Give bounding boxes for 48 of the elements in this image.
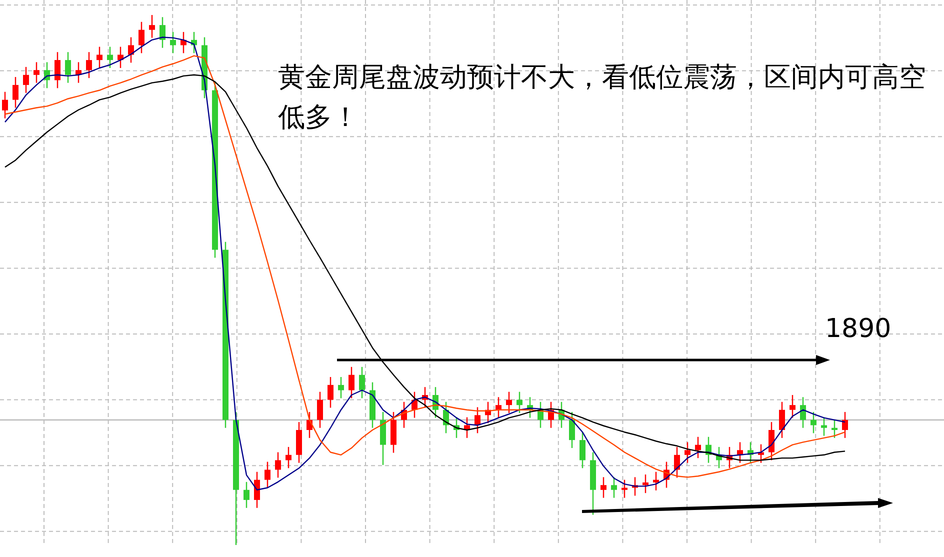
candlestick (107, 46, 113, 69)
candlestick (359, 366, 365, 399)
candlestick (275, 452, 281, 478)
candlestick (810, 411, 816, 434)
candlestick (86, 52, 92, 79)
candlestick (149, 14, 155, 38)
candlestick (768, 421, 774, 461)
annotation: 1890 (825, 314, 892, 344)
candlestick (832, 419, 838, 439)
candlestick (695, 436, 701, 459)
candlestick (496, 396, 502, 418)
candlestick (600, 476, 606, 498)
candlestick (622, 479, 628, 498)
candlestick (779, 401, 785, 439)
candlestick (474, 406, 480, 434)
candlestick (54, 52, 60, 89)
candlestick (34, 62, 40, 84)
candlestick (842, 411, 848, 439)
candlestick (244, 481, 250, 508)
annotation: 黄金周尾盘波动预计不大，看低位震荡，区间内可高空低多！ (278, 61, 927, 135)
candlestick (23, 66, 29, 94)
candlestick (160, 16, 166, 48)
candlestick (328, 376, 334, 408)
candlestick (348, 366, 354, 399)
candlestick (580, 432, 586, 469)
candlestick (96, 46, 102, 69)
candlestick (737, 442, 743, 464)
candlestick (642, 474, 648, 494)
candlestick (821, 416, 827, 436)
candlestick (800, 396, 806, 428)
candlestick (653, 471, 659, 492)
candlestick (790, 394, 796, 418)
candlestick (684, 442, 690, 464)
candlestick (569, 411, 575, 449)
candlestick (506, 391, 512, 414)
candlestick (128, 36, 134, 64)
candlestick (264, 461, 270, 488)
candlestick (317, 391, 323, 428)
candlestick (516, 391, 522, 414)
candlestick (138, 21, 144, 54)
candlestick (286, 446, 292, 469)
candlestick (611, 476, 617, 498)
candlestick (170, 31, 176, 54)
candlestick (2, 91, 8, 119)
candlestick (254, 471, 260, 508)
candlestick (338, 376, 344, 399)
candlestick (65, 52, 71, 84)
candlestick (12, 76, 18, 108)
